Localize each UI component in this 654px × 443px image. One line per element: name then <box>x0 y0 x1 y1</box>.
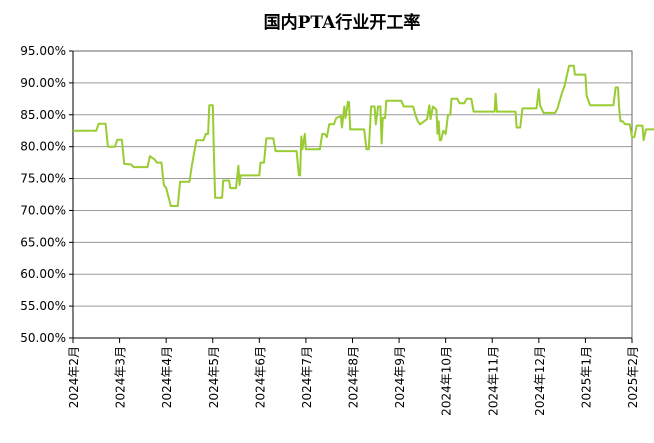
x-tick-label: 2025年2月 <box>626 346 640 408</box>
chart-title: 国内PTA行业开工率 <box>264 12 421 33</box>
x-tick-label: 2025年1月 <box>579 346 593 408</box>
y-tick-label: 85.00% <box>20 108 66 122</box>
axes <box>72 50 633 339</box>
x-tick-label: 2024年2月 <box>67 346 81 408</box>
x-tick-label: 2024年5月 <box>207 346 221 408</box>
y-tick-label: 80.00% <box>20 140 66 154</box>
y-tick-label: 90.00% <box>20 76 66 90</box>
y-tick-label: 55.00% <box>20 299 66 313</box>
x-tick-label: 2024年6月 <box>253 346 267 408</box>
series-line <box>73 64 654 207</box>
x-tick-label: 2024年4月 <box>160 346 174 408</box>
y-tick-label: 75.00% <box>20 172 66 186</box>
x-tick-label: 2024年10月 <box>440 346 454 416</box>
y-tick-label: 65.00% <box>20 235 66 249</box>
y-tick-label: 50.00% <box>20 331 66 345</box>
y-axis-ticks: 50.00% 55.00% 60.00% 65.00% 70.00% 75.00% 80.0… <box>20 44 73 345</box>
x-tick-label: 2024年9月 <box>393 346 407 408</box>
x-axis-ticks: 2024年2月 2024年3月 2024年4月 2024年5月 2024年6月 2024年… <box>67 338 640 416</box>
x-tick-label: 2024年8月 <box>347 346 361 408</box>
y-tick-label: 60.00% <box>20 267 66 281</box>
x-tick-label: 2024年3月 <box>114 346 128 408</box>
x-tick-label: 2024年7月 <box>300 346 314 408</box>
x-tick-label: 2024年12月 <box>533 346 547 416</box>
y-tick-label: 95.00% <box>20 44 66 58</box>
x-tick-label: 2024年11月 <box>486 346 500 416</box>
y-tick-label: 70.00% <box>20 203 66 217</box>
series-group <box>73 64 654 207</box>
